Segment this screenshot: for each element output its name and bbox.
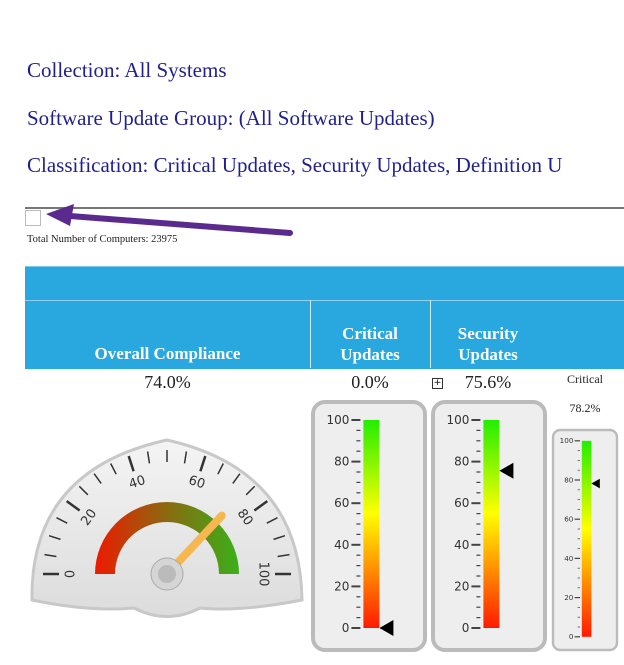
overall-compliance-value: 74.0%: [144, 372, 191, 392]
critical-updates-gauge-tick-label: 20: [334, 579, 349, 593]
critical-small-gauge-tick-label: 100: [560, 436, 574, 445]
column-divider: [310, 300, 311, 368]
total-computers: Total Number of Computers: 23975: [27, 234, 178, 245]
gauge-tick: [277, 553, 290, 558]
gauge-tick: [65, 500, 81, 512]
gauge-tick-label: 0: [64, 570, 79, 578]
critical-small-gauge-pointer: [591, 478, 600, 489]
critical-updates-gauge-tick-label: 40: [334, 538, 349, 552]
gauge-tick: [78, 485, 89, 496]
gauge-tick: [217, 463, 224, 475]
security-updates-gauge-tick-label: 80: [454, 455, 469, 469]
critical-small-gauge-tick-label: 60: [564, 515, 574, 524]
security-updates-value: 75.6%: [464, 372, 512, 392]
security-updates-gauge-tick-label: 60: [454, 496, 469, 510]
header-line: Critical: [342, 324, 398, 343]
critical-updates-value: 0.0%: [351, 372, 389, 392]
header-line: Updates: [458, 345, 518, 364]
critical-updates-gauge-tick-label: 0: [342, 621, 350, 635]
critical-small-gauge-tick-label: 20: [564, 593, 574, 602]
gauge-tick-label: 100: [256, 562, 271, 587]
critical-small-value: 78.2%: [569, 401, 601, 415]
security-updates-gauge-tick-label: 0: [462, 621, 470, 635]
critical-updates-gauge-bar: [363, 420, 380, 628]
gauge-tick: [56, 517, 68, 524]
checkbox[interactable]: [25, 210, 41, 226]
gauge-tick: [245, 485, 256, 496]
gauge-tick: [146, 451, 151, 464]
classification-label: Classification: Critical Updates, Securi…: [27, 153, 563, 177]
security-updates-gauge-tick-label: 100: [446, 413, 469, 427]
critical-small-gauge-bar: [581, 440, 592, 637]
security-updates-gauge-pointer: [499, 462, 514, 479]
security-updates-gauge-tick-label: 40: [454, 538, 469, 552]
security-updates-gauge-tick-label: 20: [454, 579, 469, 593]
plus-box-icon[interactable]: +: [432, 378, 443, 389]
gauge-tick-label: 40: [127, 473, 147, 492]
update-group-label: Software Update Group: (All Software Upd…: [27, 106, 435, 130]
gauge-color-band: [95, 502, 239, 574]
gauge-tick: [199, 455, 207, 472]
security-updates-gauge-bar: [483, 420, 500, 628]
header-security-updates: Security Updates: [430, 323, 546, 365]
header-line: Updates: [340, 345, 400, 364]
gauge-tick: [44, 553, 57, 558]
collection-label: Collection: All Systems: [27, 58, 227, 82]
gauge-tick: [93, 473, 102, 484]
gauge-hub-center: [158, 565, 176, 583]
critical-updates-gauge-tick-label: 80: [334, 455, 349, 469]
gauge-tick: [48, 534, 61, 541]
table-header: [25, 266, 624, 369]
critical-updates-gauge-tick-label: 60: [334, 496, 349, 510]
critical-updates-gauge-tick-label: 100: [326, 413, 349, 427]
divider: [25, 207, 624, 209]
gauge-tick: [232, 473, 241, 484]
header-overall-compliance: Overall Compliance: [94, 344, 241, 363]
critical-small-gauge-tick-label: 0: [569, 632, 574, 641]
gauge-tick: [253, 500, 269, 512]
gauge-tick: [183, 451, 188, 464]
gauge-tick: [110, 463, 117, 475]
gauge-tick: [273, 534, 286, 541]
column-divider: [430, 300, 431, 368]
critical-small-gauge-tick-label: 40: [564, 554, 574, 563]
header-line: Security: [457, 324, 519, 343]
critical-updates-gauge-pointer: [379, 620, 394, 636]
gauge-tick: [266, 517, 278, 524]
header-critical-updates: Critical Updates: [310, 323, 430, 365]
header-divider: [25, 300, 624, 301]
critical-small-gauge-tick-label: 80: [564, 475, 574, 484]
gauge-tick-label: 60: [186, 473, 206, 492]
critical-small-label: Critical: [567, 372, 603, 386]
gauge-tick: [127, 455, 135, 472]
